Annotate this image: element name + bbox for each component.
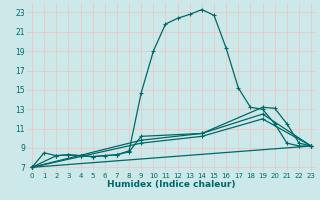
X-axis label: Humidex (Indice chaleur): Humidex (Indice chaleur) (107, 180, 236, 189)
